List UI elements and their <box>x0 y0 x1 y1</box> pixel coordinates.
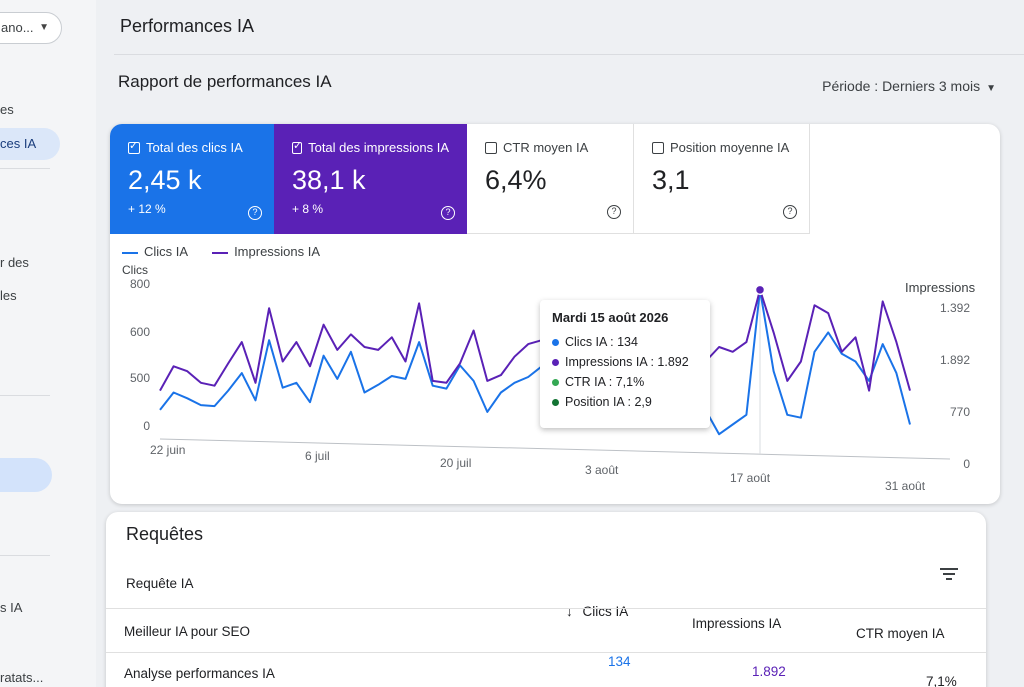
tooltip-row: Impressions IA : 1.892 <box>552 355 698 369</box>
y-tick-right: 770 <box>950 405 970 419</box>
metric-label: Total des impressions IA <box>308 140 449 155</box>
y-axis-left-label: Clics <box>122 264 148 277</box>
chevron-down-icon: ▼ <box>39 22 49 33</box>
tooltip-ctr: CTR IA : 7,1% <box>565 375 645 389</box>
x-tick-label: 3 août <box>585 463 619 477</box>
help-icon[interactable]: ? <box>607 205 621 219</box>
metric-value: 38,1 k <box>292 165 366 195</box>
metric-delta: + 8 % <box>292 202 324 216</box>
y-tick-left: 800 <box>130 277 150 291</box>
series-line-impressions <box>159 288 911 392</box>
sidebar-item-5[interactable]: s IA <box>0 600 23 615</box>
help-icon[interactable]: ? <box>441 206 455 220</box>
column-header-clicks[interactable]: ↓ Clics IA <box>566 604 628 619</box>
tooltip-title: Mardi 15 août 2026 <box>552 310 669 325</box>
chart-legend: Clics IA Impressions IA <box>122 244 320 259</box>
header-divider <box>114 54 1024 55</box>
impressions-cell: 1.892 <box>752 664 786 679</box>
tooltip-position: Position IA : 2,9 <box>565 395 652 409</box>
metric-ctr[interactable]: CTR moyen IA 6,4% ? <box>467 124 634 234</box>
metric-position[interactable]: Position moyenne IA 3,1 ? <box>634 124 810 234</box>
x-tick-label: 17 août <box>730 471 771 485</box>
metric-label: Total des clics IA <box>146 140 243 155</box>
x-axis-line <box>159 438 951 460</box>
sidebar-item-1[interactable]: es <box>0 102 14 117</box>
main-content: Performances IA Rapport de performances … <box>96 0 1024 687</box>
metric-label: Position moyenne IA <box>670 140 790 155</box>
ctr-cell: 7,1% <box>926 674 957 687</box>
tooltip-row: Clics IA : 134 <box>552 335 698 349</box>
y-axis-right-label: Impressions <box>905 280 976 295</box>
y-tick-left: 500 <box>130 371 150 385</box>
property-select-label: ano... <box>1 20 34 35</box>
sidebar-item-4[interactable]: les <box>0 288 17 303</box>
header-divider <box>106 608 986 609</box>
metric-value: 6,4% <box>485 165 547 195</box>
report-title: Rapport de performances IA <box>118 72 332 91</box>
metric-label: CTR moyen IA <box>503 140 589 155</box>
property-select[interactable]: ano... ▼ <box>0 12 62 44</box>
query-cell[interactable]: Meilleur IA pour SEO <box>124 624 251 639</box>
x-tick-label: 31 août <box>885 479 926 493</box>
tooltip-row: CTR IA : 7,1% <box>552 375 698 389</box>
period-label: Période : Derniers 3 mois <box>822 78 981 94</box>
query-cell[interactable]: Analyse performances IA <box>124 666 275 681</box>
checkbox-icon[interactable] <box>292 139 302 154</box>
legend-impressions-label: Impressions IA <box>234 244 321 259</box>
tooltip-impressions: Impressions IA : 1.892 <box>565 355 689 369</box>
legend-clicks-label: Clics IA <box>144 244 189 259</box>
legend-impressions[interactable]: Impressions IA <box>212 244 320 259</box>
metric-delta: + 12 % <box>128 202 166 216</box>
column-header-query[interactable]: Requête IA <box>126 576 194 591</box>
x-tick-label: 6 juil <box>305 449 330 463</box>
checkbox-icon[interactable] <box>485 141 497 154</box>
sidebar-item-performances-ia[interactable]: ces IA <box>0 128 60 160</box>
sidebar-item-3[interactable]: r des <box>0 255 29 270</box>
x-tick-label: 22 juin <box>150 443 185 457</box>
sidebar-item-6[interactable]: ratats... <box>0 670 44 685</box>
series-line-clics <box>159 288 911 436</box>
sidebar-divider <box>0 555 50 556</box>
help-icon[interactable]: ? <box>783 205 797 219</box>
legend-clicks[interactable]: Clics IA <box>122 244 188 259</box>
period-select[interactable]: Période : Derniers 3 mois ▼ <box>822 78 996 94</box>
metric-value: 3,1 <box>652 165 690 195</box>
column-header-clicks-label: Clics IA <box>582 604 629 619</box>
sidebar-divider <box>0 395 50 396</box>
y-tick-left: 600 <box>130 325 150 339</box>
sidebar: ano... ▼ es ces IA r des les s IA ratats… <box>0 0 96 687</box>
column-header-impressions[interactable]: Impressions IA <box>692 616 782 631</box>
sort-arrow-icon: ↓ <box>566 604 573 619</box>
metric-value: 2,45 k <box>128 165 202 195</box>
filter-icon[interactable] <box>940 568 958 582</box>
x-tick-label: 20 juil <box>440 456 471 470</box>
metric-total-clicks[interactable]: Total des clics IA 2,45 k + 12 % ? <box>110 124 274 234</box>
checkbox-icon[interactable] <box>652 141 664 154</box>
y-tick-right: 1.392 <box>940 301 970 315</box>
y-tick-right: 1.892 <box>940 353 970 367</box>
row-divider <box>106 652 986 653</box>
metric-total-impressions[interactable]: Total des impressions IA 38,1 k + 8 % ? <box>274 124 467 234</box>
help-icon[interactable]: ? <box>248 206 262 220</box>
y-tick-right: 0 <box>963 457 970 471</box>
page-title: Performances IA <box>120 16 255 36</box>
sidebar-divider <box>0 168 50 169</box>
queries-card: Requêtes Requête IA ↓ Clics IA Impressio… <box>106 512 986 687</box>
clicks-cell: 134 <box>608 654 631 669</box>
hover-point <box>754 284 766 296</box>
performance-chart[interactable]: Clics Impressions 800 600 500 0 1.392 1.892 770 0… <box>110 264 1000 504</box>
caret-down-icon: ▼ <box>986 83 996 94</box>
chart-tooltip: Mardi 15 août 2026 Clics IA : 134 Impres… <box>540 300 710 428</box>
sidebar-item-selected[interactable] <box>0 458 52 492</box>
column-header-ctr[interactable]: CTR moyen IA <box>856 626 945 641</box>
y-tick-left: 0 <box>143 419 150 433</box>
tooltip-row: Position IA : 2,9 <box>552 395 698 409</box>
performance-card: Total des clics IA 2,45 k + 12 % ? Total… <box>110 124 1000 504</box>
queries-title: Requêtes <box>126 524 204 544</box>
tooltip-clicks: Clics IA : 134 <box>565 335 638 349</box>
checkbox-icon[interactable] <box>128 139 140 154</box>
